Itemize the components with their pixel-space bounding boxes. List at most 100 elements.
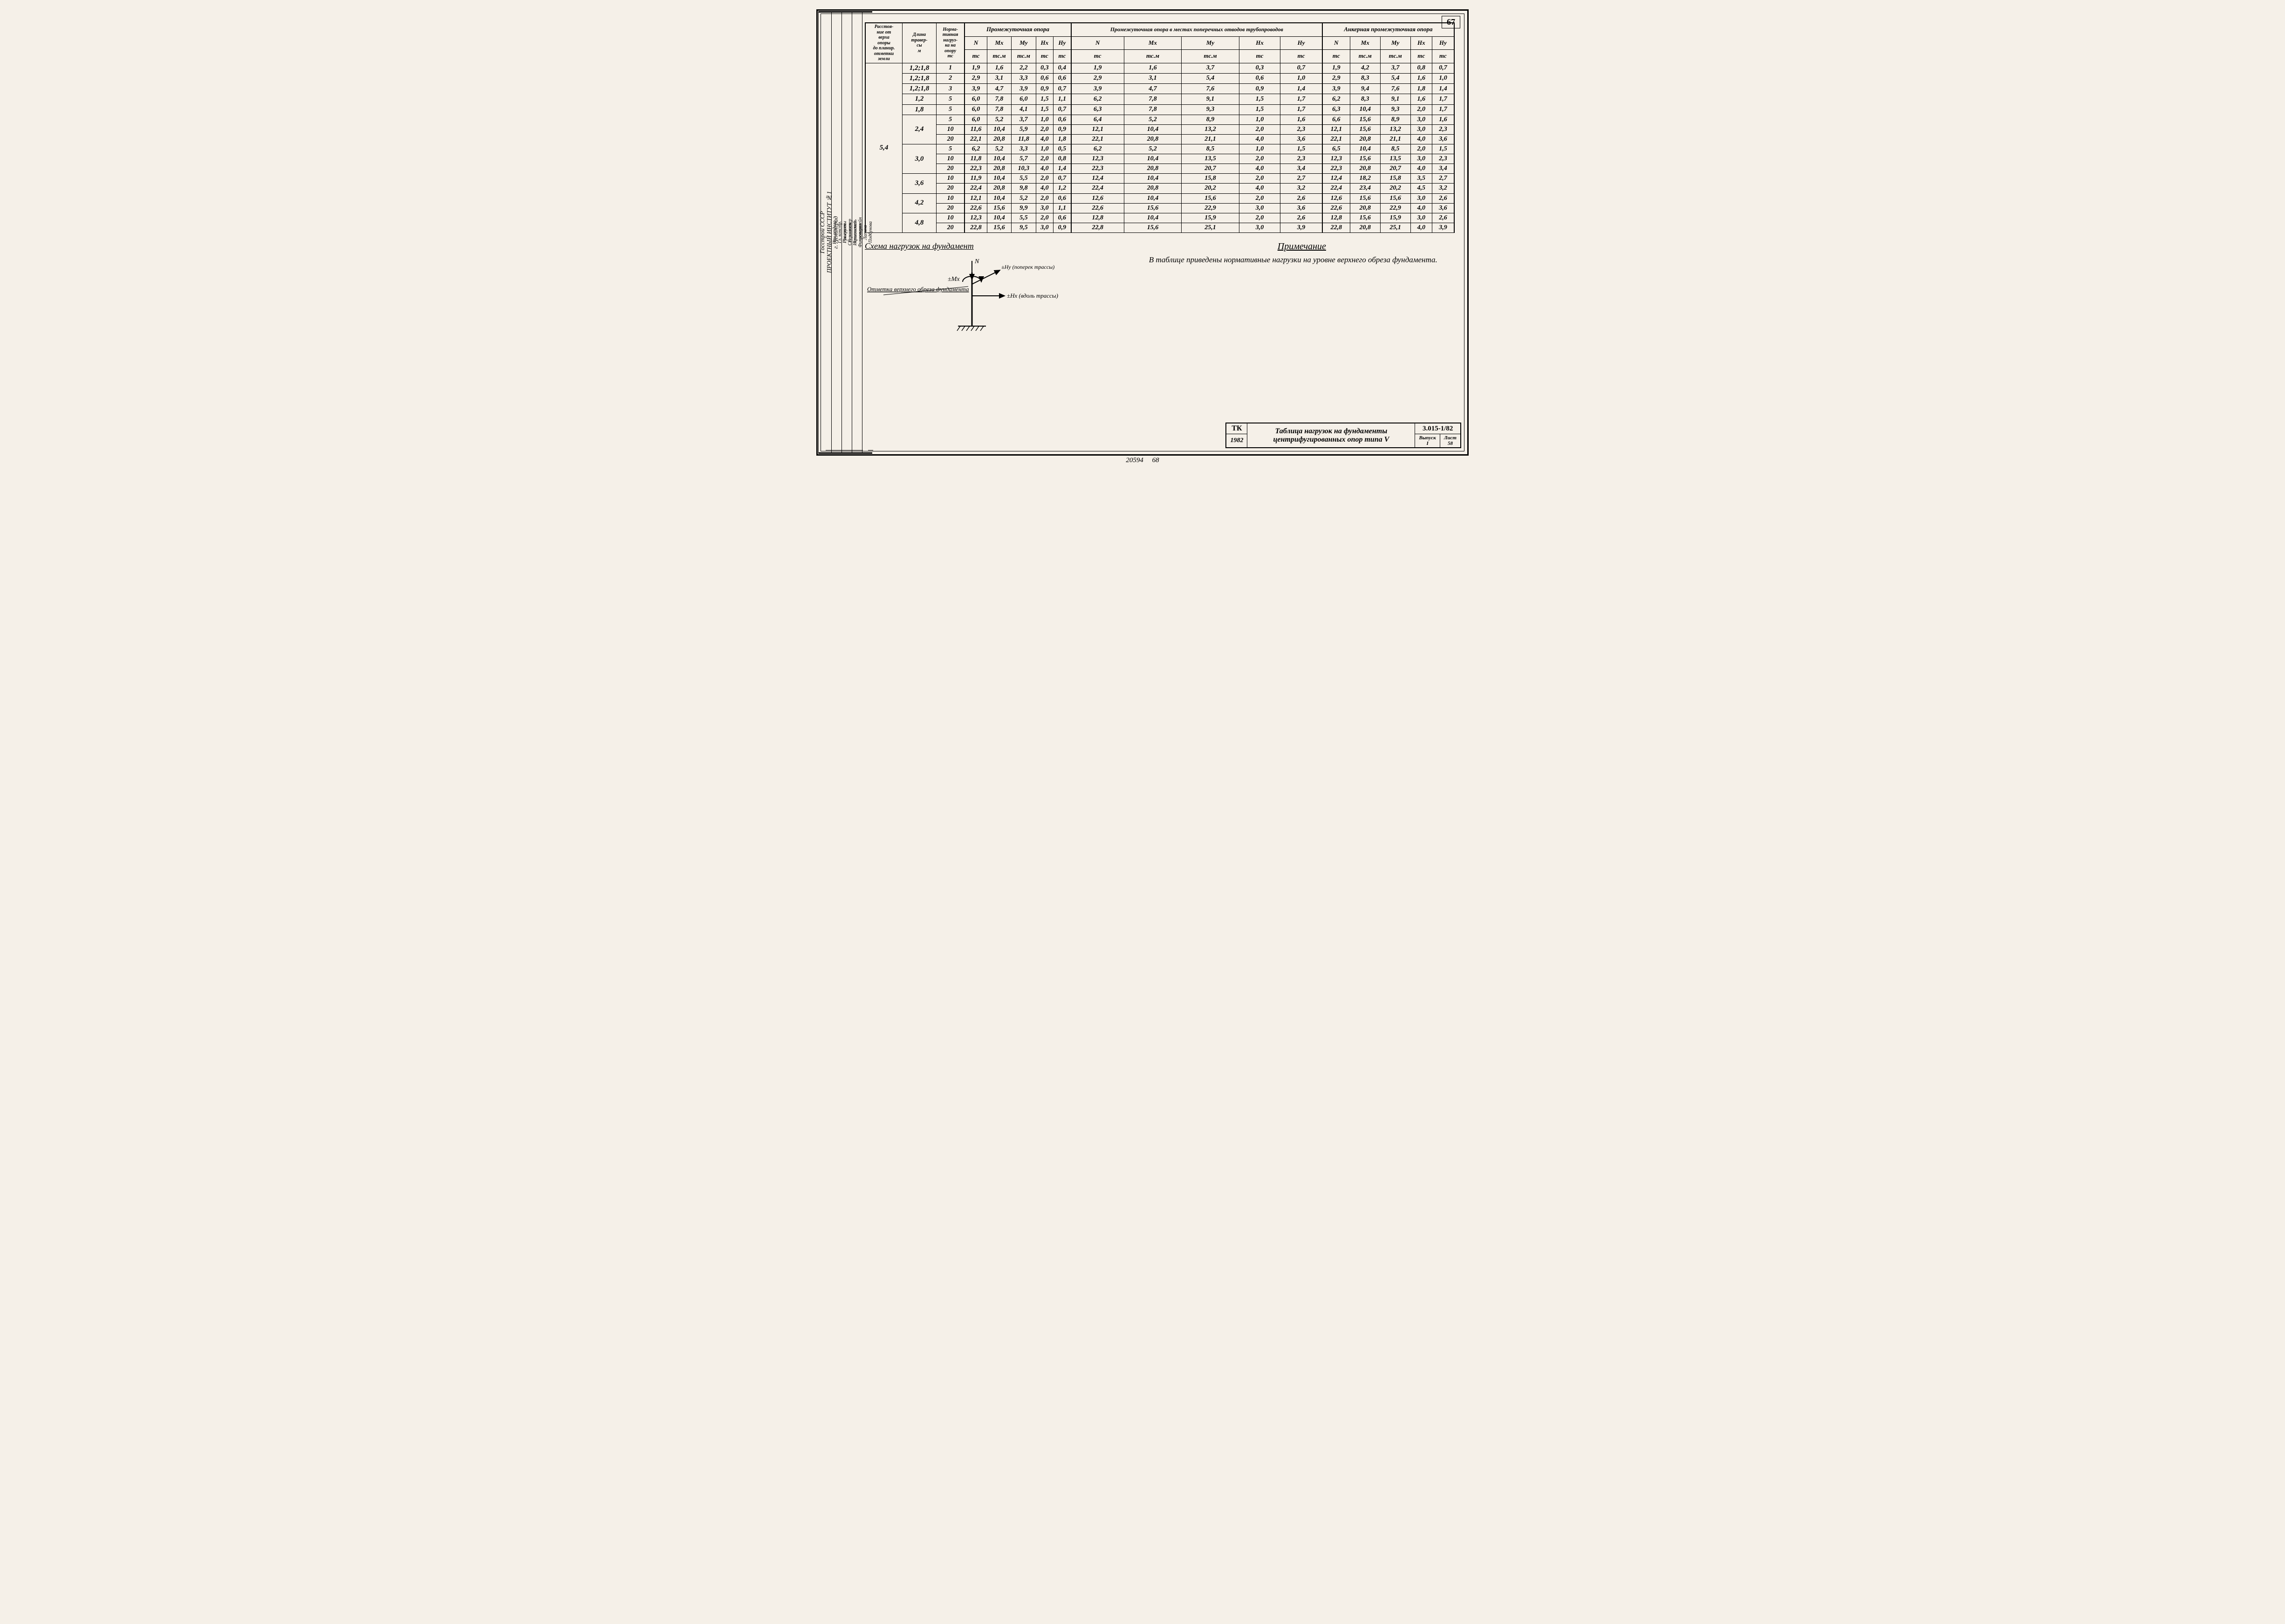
- hdr-sub: Hy: [1432, 36, 1455, 49]
- hdr-c2: Длина травер- сы м: [903, 23, 937, 63]
- data-cell: 2,9: [1071, 73, 1124, 83]
- data-cell: 5,2: [987, 115, 1011, 124]
- load-cell: 20: [936, 203, 965, 213]
- data-cell: 20,8: [1124, 184, 1182, 193]
- data-cell: 22,8: [1071, 223, 1124, 232]
- data-cell: 15,9: [1380, 213, 1410, 223]
- data-cell: 6,6: [1322, 115, 1350, 124]
- page-number: 67: [1442, 16, 1460, 28]
- data-cell: 3,1: [987, 73, 1011, 83]
- data-cell: 9,3: [1380, 104, 1410, 115]
- data-cell: 1,0: [1239, 115, 1280, 124]
- data-cell: 1,5: [1036, 104, 1053, 115]
- name2: Лапина: [863, 14, 868, 450]
- lbl-hx: ±Hx (вдоль трассы): [1007, 292, 1058, 299]
- data-cell: 2,0: [1410, 144, 1432, 154]
- data-cell: 7,6: [1380, 84, 1410, 94]
- data-cell: 3,0: [1239, 223, 1280, 232]
- data-cell: 1,2: [1054, 184, 1071, 193]
- data-cell: 1,8: [1054, 134, 1071, 144]
- data-cell: 10,4: [987, 193, 1011, 203]
- hdr-unit: тс.м: [1182, 50, 1239, 63]
- data-cell: 2,0: [1036, 213, 1053, 223]
- load-cell: 10: [936, 154, 965, 164]
- data-cell: 22,8: [1322, 223, 1350, 232]
- data-cell: 3,3: [1012, 144, 1036, 154]
- data-cell: 8,5: [1182, 144, 1239, 154]
- data-cell: 10,4: [1350, 104, 1380, 115]
- hdr-unit: тс.м: [1350, 50, 1380, 63]
- table-row: 2022,120,811,84,01,822,120,821,14,03,622…: [865, 134, 1454, 144]
- data-cell: 22,6: [1071, 203, 1124, 213]
- data-cell: 12,1: [1322, 124, 1350, 134]
- table-row: 4,81012,310,45,52,00,612,810,415,92,02,6…: [865, 213, 1454, 223]
- data-cell: 10,4: [987, 213, 1011, 223]
- data-cell: 1,0: [1280, 73, 1322, 83]
- data-cell: 3,0: [1239, 203, 1280, 213]
- data-cell: 5,9: [1012, 124, 1036, 134]
- data-cell: 4,0: [1239, 164, 1280, 174]
- data-cell: 9,3: [1182, 104, 1239, 115]
- data-cell: 22,6: [965, 203, 987, 213]
- data-cell: 8,5: [1380, 144, 1410, 154]
- table-row: 2022,615,69,93,01,122,615,622,93,03,622,…: [865, 203, 1454, 213]
- data-cell: 7,8: [1124, 104, 1182, 115]
- sheet-label: Лист: [1444, 435, 1457, 441]
- data-cell: 12,3: [1322, 154, 1350, 164]
- data-cell: 3,7: [1012, 115, 1036, 124]
- hdr-unit: тс: [1239, 50, 1280, 63]
- data-cell: 22,3: [1322, 164, 1350, 174]
- table-row: 3,056,25,23,31,00,56,25,28,51,01,56,510,…: [865, 144, 1454, 154]
- data-cell: 9,8: [1012, 184, 1036, 193]
- data-cell: 10,4: [1124, 154, 1182, 164]
- data-cell: 1,0: [1036, 115, 1053, 124]
- data-cell: 3,0: [1410, 154, 1432, 164]
- data-cell: 1,5: [1239, 104, 1280, 115]
- load-cell: 3: [936, 84, 965, 94]
- load-cell: 10: [936, 213, 965, 223]
- data-cell: 6,3: [1071, 104, 1124, 115]
- data-cell: 22,9: [1182, 203, 1239, 213]
- data-cell: 6,0: [965, 94, 987, 104]
- lbl-n: N: [974, 258, 979, 265]
- data-cell: 22,9: [1380, 203, 1410, 213]
- hdr-sub: N: [1322, 36, 1350, 49]
- data-cell: 4,0: [1410, 134, 1432, 144]
- len-cell: 4,2: [903, 193, 937, 213]
- data-cell: 13,2: [1380, 124, 1410, 134]
- data-cell: 3,0: [1410, 115, 1432, 124]
- data-cell: 1,0: [1432, 73, 1455, 83]
- data-cell: 2,0: [1239, 124, 1280, 134]
- data-cell: 4,1: [1012, 104, 1036, 115]
- table-row: 1011,810,45,72,00,812,310,413,52,02,312,…: [865, 154, 1454, 164]
- data-cell: 3,9: [1071, 84, 1124, 94]
- data-cell: 9,9: [1012, 203, 1036, 213]
- data-cell: 2,0: [1036, 193, 1053, 203]
- len-cell: 3,0: [903, 144, 937, 174]
- stamp-year: 1982: [1226, 434, 1247, 448]
- data-cell: 22,8: [965, 223, 987, 232]
- data-cell: 1,0: [1036, 144, 1053, 154]
- data-cell: 6,0: [965, 115, 987, 124]
- data-cell: 0,9: [1054, 223, 1071, 232]
- data-cell: 2,0: [1239, 154, 1280, 164]
- data-cell: 15,6: [1350, 115, 1380, 124]
- table-row: 1011,610,45,92,00,912,110,413,22,02,312,…: [865, 124, 1454, 134]
- hdr-unit: тс: [965, 50, 987, 63]
- data-cell: 11,6: [965, 124, 987, 134]
- data-cell: 2,3: [1432, 154, 1455, 164]
- data-cell: 0,3: [1036, 63, 1053, 73]
- len-cell: 2,4: [903, 115, 937, 144]
- data-cell: 4,2: [1350, 63, 1380, 73]
- table-row: 2022,320,810,34,01,422,320,820,74,03,422…: [865, 164, 1454, 174]
- role2: Исполнитель: [853, 14, 858, 450]
- data-cell: 1,5: [1036, 94, 1053, 104]
- data-cell: 1,5: [1239, 94, 1280, 104]
- table-row: 1,2;1,822,93,13,30,60,62,93,15,40,61,02,…: [865, 73, 1454, 83]
- hdr-unit: тс: [1054, 50, 1071, 63]
- data-cell: 6,2: [1071, 94, 1124, 104]
- data-cell: 5,5: [1012, 213, 1036, 223]
- data-cell: 1,4: [1432, 84, 1455, 94]
- data-cell: 12,8: [1322, 213, 1350, 223]
- data-cell: 2,6: [1280, 213, 1322, 223]
